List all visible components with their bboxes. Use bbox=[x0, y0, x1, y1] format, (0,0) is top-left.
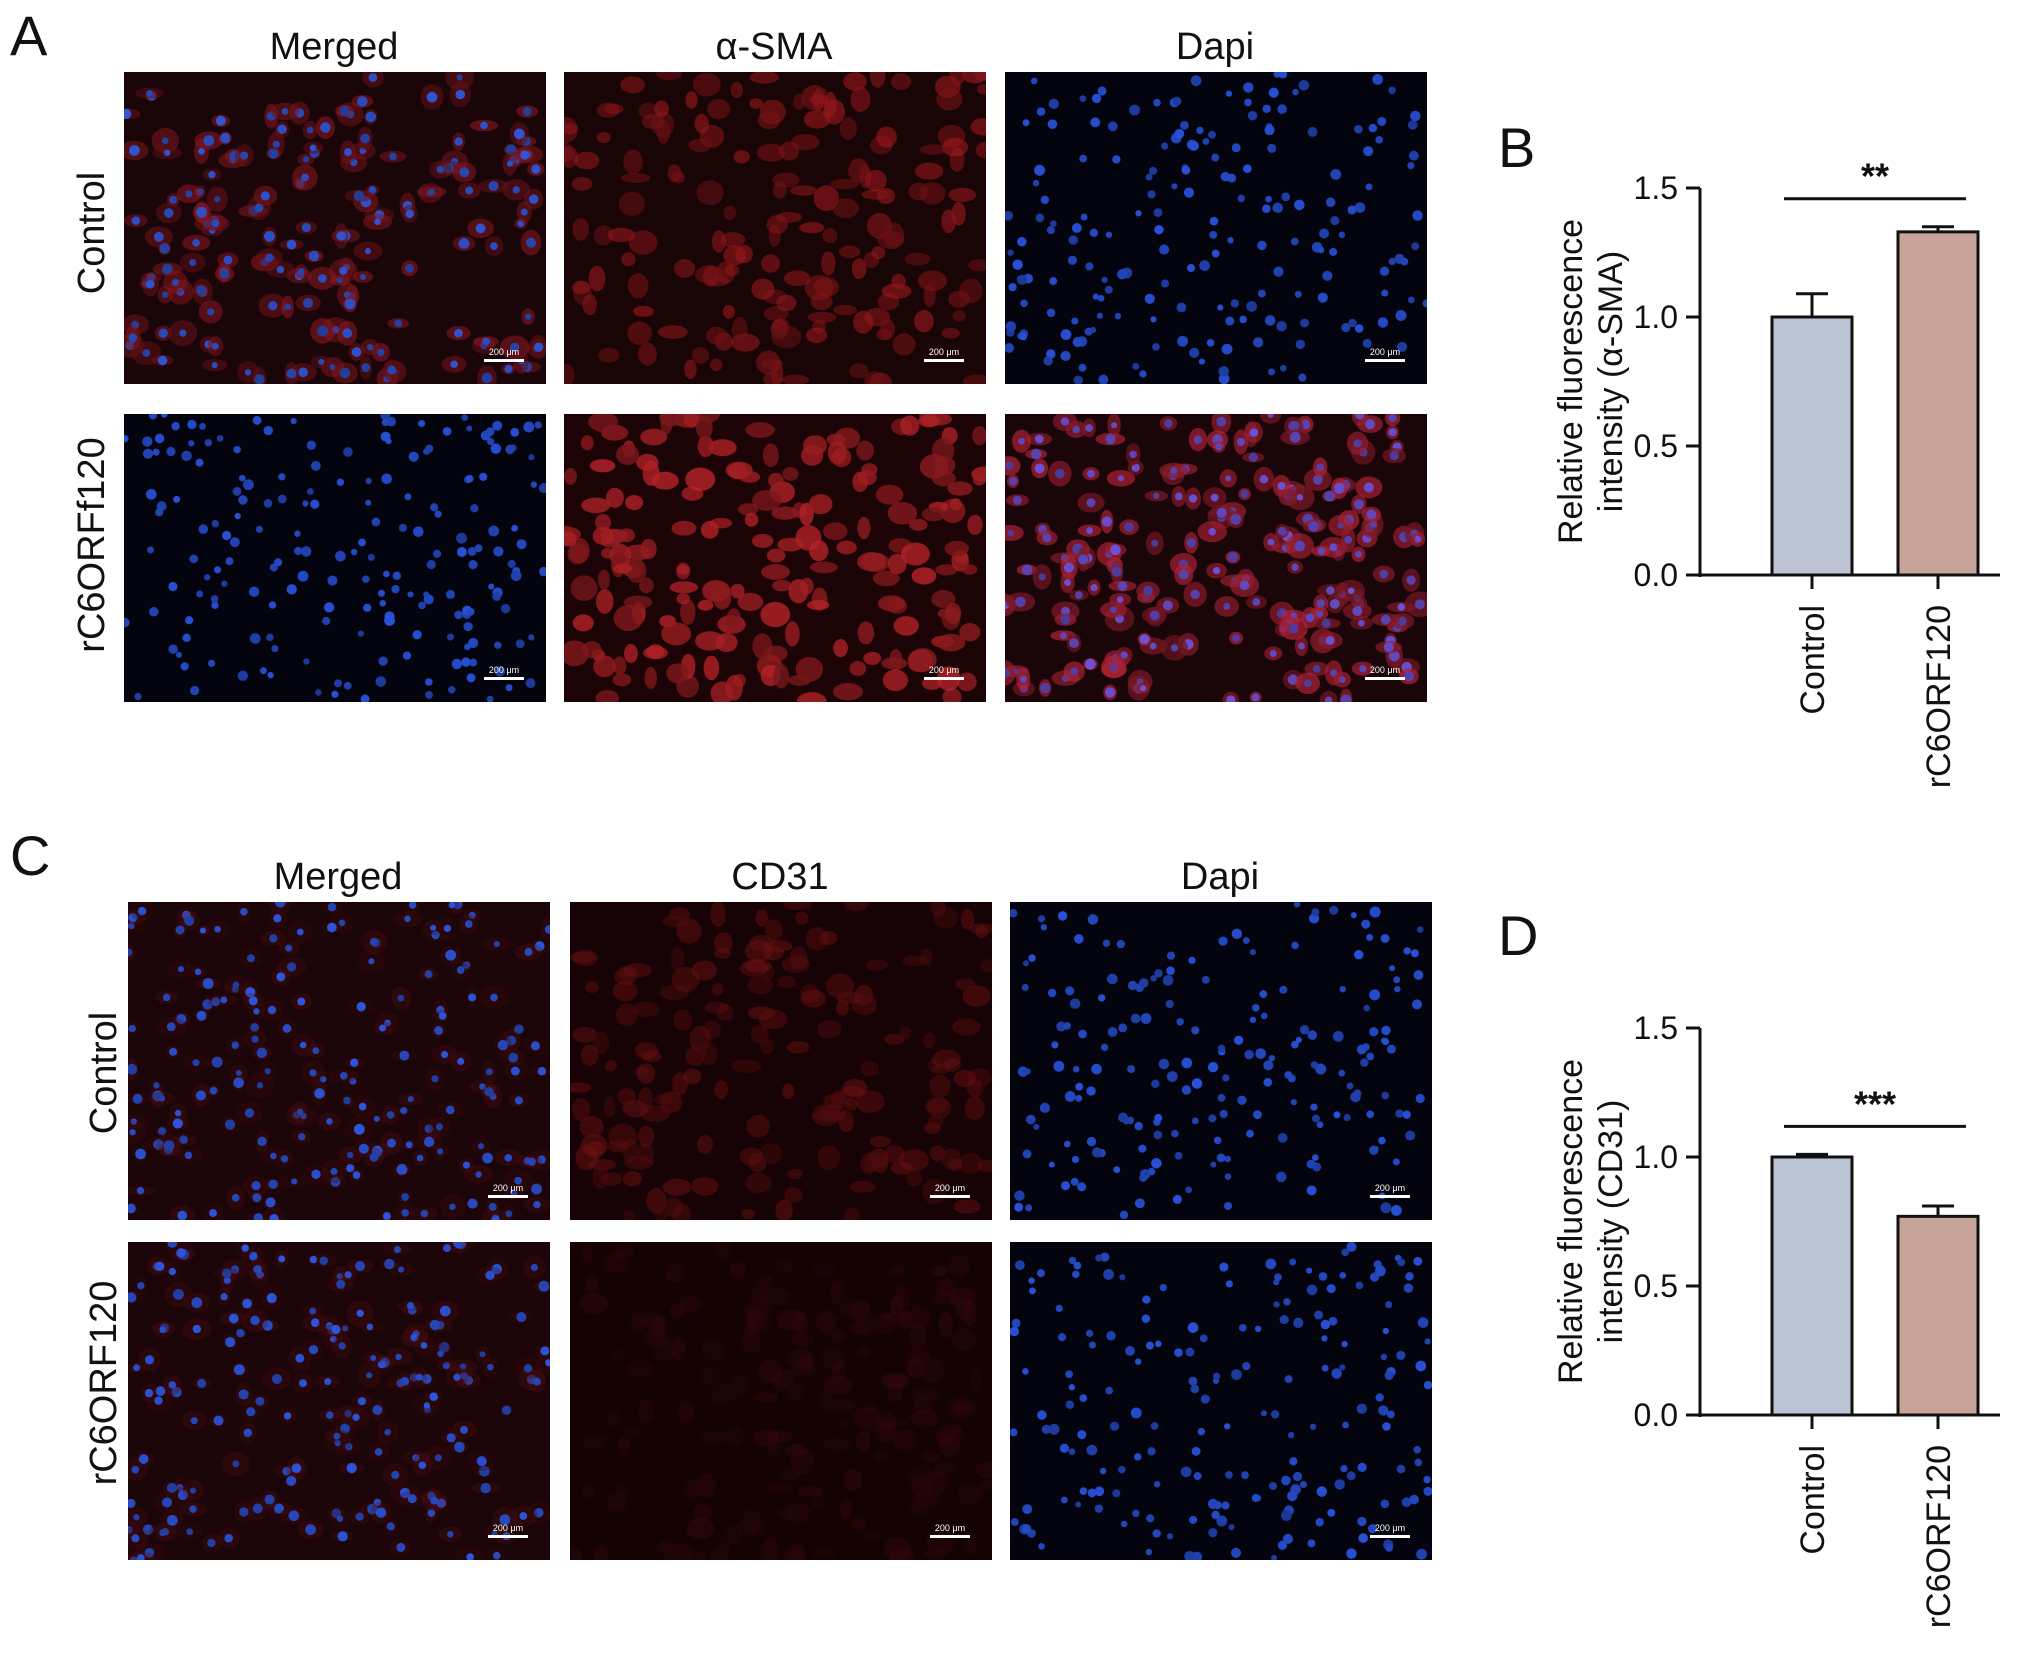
bar bbox=[1896, 230, 1980, 577]
significance-marker: *** bbox=[1854, 1083, 1896, 1124]
scale-bar bbox=[1370, 1535, 1410, 1538]
micrograph-a-control-dapi: 200 μm bbox=[1005, 72, 1427, 384]
y-tick-label: 1.5 bbox=[1634, 1010, 1678, 1046]
x-tick-label: Control bbox=[1794, 605, 1832, 715]
micrograph-c-treated-cd31: 200 μm bbox=[570, 1242, 992, 1560]
bar bbox=[1770, 315, 1854, 577]
scale-bar bbox=[488, 1195, 528, 1198]
micrograph-c-control-dapi: 200 μm bbox=[1010, 902, 1432, 1220]
row-label-control-c: Control bbox=[83, 1011, 125, 1135]
scale-bar bbox=[924, 677, 964, 680]
significance-marker: ** bbox=[1861, 156, 1889, 197]
col-title-merged: Merged bbox=[269, 26, 399, 68]
micrograph-a-treated-merged: 200 μm bbox=[124, 414, 546, 702]
panel-label-b: B bbox=[1498, 116, 1536, 179]
scale-bar bbox=[484, 359, 524, 362]
scale-bar-label: 200 μm bbox=[1374, 1523, 1406, 1533]
scale-bar-label: 200 μm bbox=[928, 665, 960, 675]
micrograph-a-treated-alpha-sma: 200 μm bbox=[564, 414, 986, 702]
micrograph-c-treated-dapi: 200 μm bbox=[1010, 1242, 1432, 1560]
panel-label-a: A bbox=[10, 4, 48, 67]
y-tick-label: 0.0 bbox=[1634, 557, 1678, 593]
scale-bar-label: 200 μm bbox=[488, 665, 520, 675]
bar bbox=[1770, 1155, 1854, 1417]
y-tick-label: 0.5 bbox=[1634, 1268, 1678, 1304]
scale-bar bbox=[1365, 677, 1405, 680]
x-tick-label: rC6ORF120 bbox=[1920, 605, 1958, 788]
scale-bar bbox=[1365, 359, 1405, 362]
row-label-rc6orf120: rC6ORFf120 bbox=[71, 437, 113, 653]
col-title-dapi: Dapi bbox=[1175, 26, 1255, 68]
bar-chart-d: 0.0 0.5 1.0 1.5 Control rC6ORF120 *** Relative … bbox=[1500, 990, 2020, 1660]
scale-bar bbox=[924, 359, 964, 362]
x-tick-label: rC6ORF120 bbox=[1920, 1445, 1958, 1628]
scale-bar-label: 200 μm bbox=[488, 347, 520, 357]
panel-label-c: C bbox=[10, 824, 51, 887]
col-title-cd31: CD31 bbox=[731, 856, 829, 898]
col-title-dapi-c: Dapi bbox=[1180, 856, 1260, 898]
scale-bar-label: 200 μm bbox=[1369, 665, 1401, 675]
bar bbox=[1896, 1214, 1980, 1417]
micrograph-c-treated-merged: 200 μm bbox=[128, 1242, 550, 1560]
scale-bar bbox=[930, 1535, 970, 1538]
micrograph-a-treated-dapi: 200 μm bbox=[1005, 414, 1427, 702]
y-tick-label: 1.0 bbox=[1634, 1139, 1678, 1175]
y-axis-title-line2: intensity (α-SMA) bbox=[1592, 251, 1630, 512]
y-axis-title-line1: Relative fluorescence bbox=[1552, 219, 1590, 544]
scale-bar-label: 200 μm bbox=[934, 1523, 966, 1533]
scale-bar bbox=[1370, 1195, 1410, 1198]
scale-bar-label: 200 μm bbox=[1369, 347, 1401, 357]
micrograph-a-control-alpha-sma: 200 μm bbox=[564, 72, 986, 384]
col-title-merged-c: Merged bbox=[273, 856, 403, 898]
col-title-alpha-sma: α-SMA bbox=[715, 26, 833, 68]
panel-label-d: D bbox=[1498, 904, 1539, 967]
micrograph-c-control-merged: 200 μm bbox=[128, 902, 550, 1220]
scale-bar bbox=[930, 1195, 970, 1198]
scale-bar bbox=[488, 1535, 528, 1538]
y-tick-label: 1.5 bbox=[1634, 170, 1678, 206]
y-axis-title-line2: intensity (CD31) bbox=[1592, 1100, 1630, 1344]
row-label-control: Control bbox=[71, 171, 113, 295]
y-tick-label: 1.0 bbox=[1634, 299, 1678, 335]
scale-bar bbox=[484, 677, 524, 680]
y-tick-label: 0.5 bbox=[1634, 428, 1678, 464]
y-tick-label: 0.0 bbox=[1634, 1397, 1678, 1433]
scale-bar-label: 200 μm bbox=[492, 1183, 524, 1193]
scale-bar-label: 200 μm bbox=[1374, 1183, 1406, 1193]
bar-chart-b: 0.0 0.5 1.0 1.5 Control rC6ORF120 ** Relative f… bbox=[1500, 150, 2020, 840]
scale-bar-label: 200 μm bbox=[934, 1183, 966, 1193]
scale-bar-label: 200 μm bbox=[928, 347, 960, 357]
scale-bar-label: 200 μm bbox=[492, 1523, 524, 1533]
micrograph-a-control-merged: 200 μm bbox=[124, 72, 546, 384]
micrograph-c-control-cd31: 200 μm bbox=[570, 902, 992, 1220]
x-tick-label: Control bbox=[1794, 1445, 1832, 1555]
row-label-rc6orf120-c: rC6ORF120 bbox=[83, 1280, 125, 1486]
y-axis-title-line1: Relative fluorescence bbox=[1552, 1059, 1590, 1384]
